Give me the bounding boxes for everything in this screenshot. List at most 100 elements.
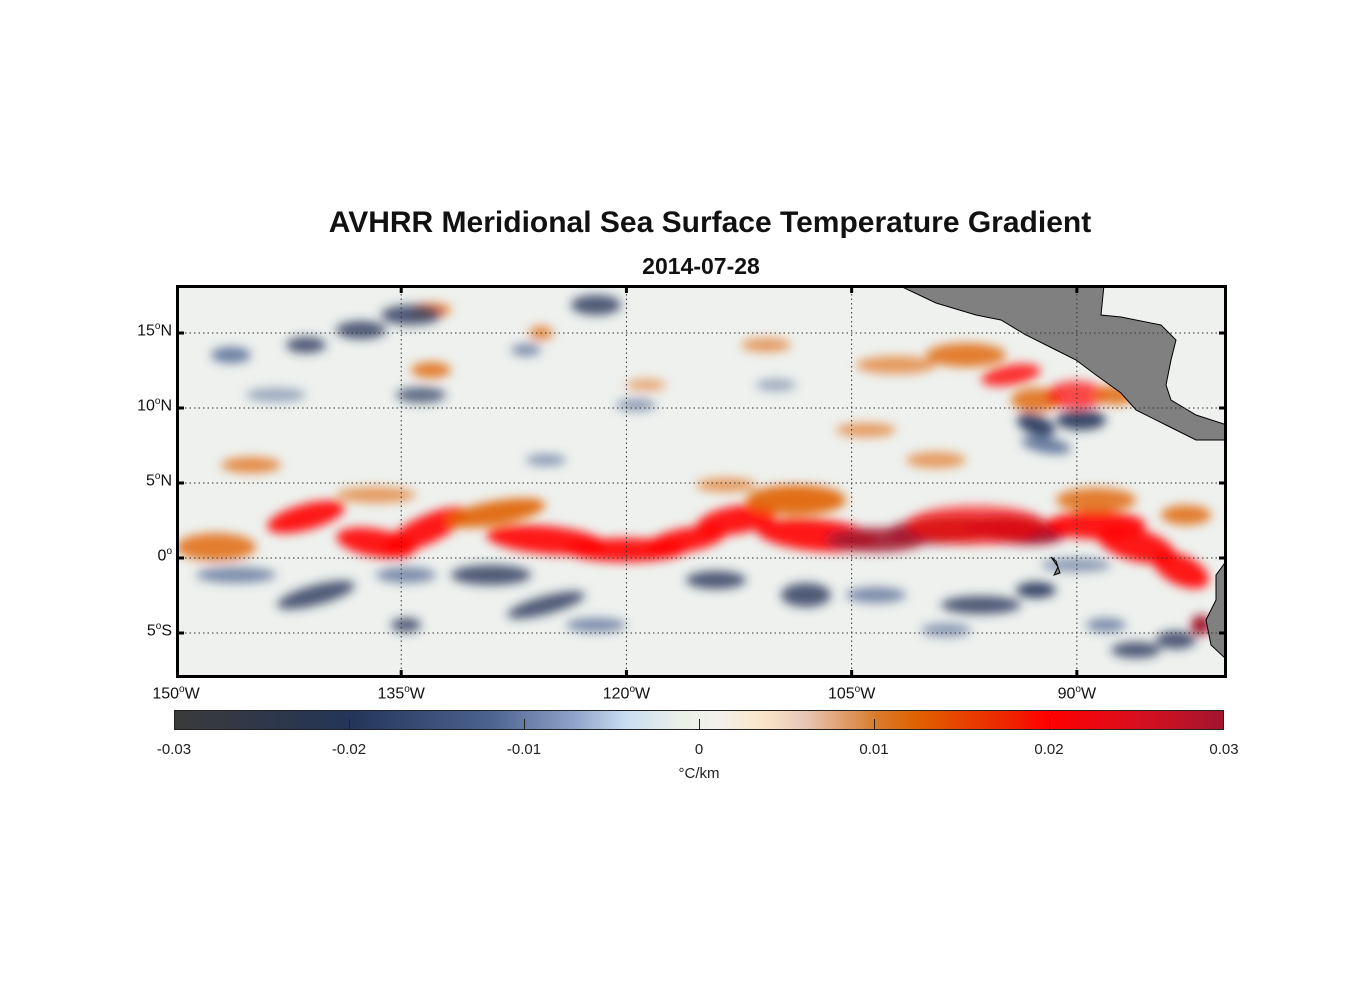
field-feature xyxy=(526,454,566,466)
tick-value: 90 xyxy=(1057,685,1076,703)
field-feature xyxy=(1086,618,1126,632)
land-central-america xyxy=(897,285,1227,441)
field-feature xyxy=(906,505,1046,545)
colorbar-tick-label: -0.02 xyxy=(331,741,367,758)
tick-value: 150 xyxy=(152,685,180,703)
colorbar-tick xyxy=(524,719,525,730)
field-feature xyxy=(696,478,756,492)
field-feature xyxy=(1021,436,1071,454)
field-feature xyxy=(1056,410,1106,430)
x-tick-label: 150oW xyxy=(152,684,200,703)
land-layer xyxy=(897,285,1227,661)
field-feature xyxy=(756,379,796,391)
land-south-america xyxy=(1205,559,1227,661)
field-feature xyxy=(626,379,666,391)
chart-title: AVHRR Meridional Sea Surface Temperature… xyxy=(328,206,1092,239)
tick-value: 135 xyxy=(377,685,405,703)
colorbar-tick-label: 0.02 xyxy=(1034,741,1064,758)
field-feature xyxy=(381,305,441,325)
field-feature xyxy=(451,565,531,585)
field-feature xyxy=(616,399,656,411)
field-feature xyxy=(906,452,966,468)
field-feature xyxy=(246,388,306,402)
field-feature xyxy=(384,507,468,553)
x-tick-label: 105oW xyxy=(827,684,876,703)
field-feature xyxy=(1016,582,1056,598)
field-feature xyxy=(411,362,451,378)
field-feature xyxy=(1161,505,1211,525)
y-tick-label: 0o xyxy=(157,546,172,565)
colorbar-tick-label: 0.01 xyxy=(859,741,889,758)
field-feature xyxy=(846,587,906,603)
field-feature xyxy=(446,498,546,528)
field-feature xyxy=(1111,642,1161,658)
colorbar-tick-label: -0.01 xyxy=(506,741,542,758)
colorbar-tick-label: 0 xyxy=(694,741,704,758)
field-feature xyxy=(176,533,256,561)
colorbar-tick xyxy=(1049,719,1050,730)
field-feature xyxy=(286,337,326,353)
y-tick-label: 15oN xyxy=(137,321,172,340)
field-feature xyxy=(686,571,746,589)
field-feature xyxy=(196,567,276,583)
x-tick-label: 120oW xyxy=(602,684,651,703)
colorbar-tick-label: 0.03 xyxy=(1209,741,1239,758)
colorbar-tick xyxy=(349,719,350,730)
field-feature xyxy=(981,363,1041,387)
y-tick-label: 5oN xyxy=(145,471,172,490)
field-feature xyxy=(1156,631,1196,649)
field-feature xyxy=(1056,488,1136,512)
colorbar-tick xyxy=(699,719,700,730)
field-feature xyxy=(566,618,626,632)
chart-subtitle: 2014-07-28 xyxy=(642,253,760,279)
tick-suffix: W xyxy=(1080,685,1097,703)
tick-value: 5 xyxy=(146,622,156,640)
field-feature xyxy=(746,485,846,515)
field-feature xyxy=(696,504,776,536)
tick-suffix: W xyxy=(409,685,425,703)
field-feature xyxy=(391,618,421,632)
colorbar-tick-label: -0.03 xyxy=(156,741,192,758)
field-feature xyxy=(376,567,436,583)
colorbar-tick xyxy=(874,719,875,730)
field-feature xyxy=(277,580,355,610)
tick-value: 10 xyxy=(137,397,155,415)
tick-value: 105 xyxy=(827,685,855,703)
field-feature xyxy=(856,356,936,374)
tick-suffix: N xyxy=(160,397,172,415)
field-feature xyxy=(926,343,1006,367)
y-tick-label: 10oN xyxy=(137,396,172,415)
tick-value: 0 xyxy=(157,547,167,565)
field-feature xyxy=(336,487,416,503)
field-feature xyxy=(1153,551,1209,589)
tick-suffix: N xyxy=(160,472,172,490)
tick-suffix: W xyxy=(635,685,651,703)
map-frame xyxy=(176,285,1227,678)
field-feature xyxy=(1046,381,1106,409)
galapagos-islands xyxy=(1050,556,1061,576)
field-feature xyxy=(507,591,585,619)
field-feature xyxy=(511,344,541,356)
x-tick-label: 90oW xyxy=(1057,684,1097,703)
tick-value: 5 xyxy=(145,472,155,490)
field-feature xyxy=(571,295,621,315)
colorbar-label: °C/km xyxy=(678,765,720,782)
field-feature xyxy=(1097,526,1175,564)
x-tick-label: 135oW xyxy=(377,684,425,703)
field-feature xyxy=(921,623,971,637)
tick-suffix: W xyxy=(184,685,200,703)
field-feature xyxy=(1041,558,1111,572)
field-feature xyxy=(396,387,446,403)
map-plot xyxy=(176,285,1227,678)
field-feature xyxy=(1016,413,1056,437)
field-feature xyxy=(221,457,281,473)
tick-suffix: S xyxy=(161,622,172,640)
y-tick-label: 5oS xyxy=(146,621,172,640)
tick-suffix: N xyxy=(160,322,172,340)
field-feature xyxy=(267,500,345,534)
tick-value: 120 xyxy=(602,685,630,703)
tick-value: 15 xyxy=(137,322,155,340)
tick-suffix: W xyxy=(860,685,876,703)
field-feature xyxy=(741,338,791,352)
field-feature xyxy=(211,347,251,363)
